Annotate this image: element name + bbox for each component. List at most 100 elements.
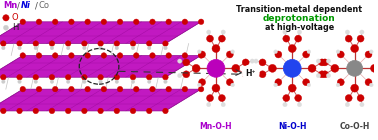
Circle shape [307, 50, 311, 54]
Circle shape [0, 41, 6, 46]
Circle shape [163, 41, 168, 46]
Circle shape [82, 41, 87, 46]
Circle shape [114, 41, 119, 46]
Circle shape [274, 83, 277, 87]
Circle shape [150, 19, 155, 24]
Circle shape [99, 80, 102, 83]
Circle shape [3, 15, 9, 21]
Circle shape [0, 74, 6, 80]
Circle shape [308, 64, 316, 72]
Circle shape [221, 30, 225, 34]
Circle shape [36, 86, 42, 92]
Circle shape [365, 51, 372, 58]
Circle shape [351, 84, 359, 92]
Circle shape [303, 51, 310, 58]
Text: Mn: Mn [3, 1, 17, 10]
Circle shape [65, 41, 71, 46]
Circle shape [226, 51, 233, 58]
Circle shape [18, 46, 21, 50]
Circle shape [347, 60, 363, 76]
Circle shape [283, 95, 290, 101]
Circle shape [357, 95, 364, 101]
Text: H: H [12, 23, 18, 32]
Circle shape [268, 64, 276, 72]
Circle shape [18, 80, 21, 83]
Circle shape [345, 35, 352, 42]
Polygon shape [0, 22, 201, 44]
Circle shape [98, 108, 103, 114]
Circle shape [288, 45, 296, 52]
Circle shape [182, 53, 187, 58]
Circle shape [369, 50, 373, 54]
Circle shape [49, 108, 55, 114]
Circle shape [357, 35, 364, 42]
Circle shape [33, 41, 39, 46]
Circle shape [231, 50, 234, 54]
Circle shape [146, 41, 152, 46]
Circle shape [183, 59, 190, 66]
Circle shape [34, 46, 37, 50]
Circle shape [321, 59, 328, 66]
Circle shape [221, 102, 225, 107]
Circle shape [131, 80, 135, 83]
Circle shape [20, 86, 26, 92]
Circle shape [85, 19, 90, 24]
Circle shape [178, 59, 182, 63]
Circle shape [259, 71, 266, 78]
Circle shape [319, 59, 325, 66]
Circle shape [33, 108, 39, 114]
Circle shape [319, 71, 325, 78]
Circle shape [69, 53, 74, 58]
Circle shape [69, 19, 74, 24]
Circle shape [303, 79, 310, 86]
Text: O: O [12, 13, 19, 22]
Circle shape [49, 74, 55, 80]
Circle shape [82, 108, 87, 114]
Circle shape [150, 86, 155, 92]
Circle shape [20, 53, 26, 58]
Circle shape [101, 19, 107, 24]
Circle shape [146, 74, 152, 80]
Circle shape [98, 74, 103, 80]
Circle shape [250, 73, 254, 78]
Circle shape [351, 45, 359, 52]
Circle shape [53, 53, 58, 58]
Circle shape [370, 64, 378, 72]
Circle shape [163, 74, 168, 80]
Text: Co-O-H: Co-O-H [339, 122, 370, 131]
Circle shape [274, 50, 277, 54]
Circle shape [297, 102, 302, 107]
Text: Ni: Ni [21, 1, 31, 10]
Circle shape [33, 74, 39, 80]
Circle shape [283, 30, 287, 34]
Circle shape [337, 51, 344, 58]
Circle shape [326, 59, 331, 63]
Circle shape [198, 79, 206, 86]
Circle shape [150, 53, 155, 58]
Text: Ni-O-H: Ni-O-H [278, 122, 307, 131]
Circle shape [284, 59, 301, 77]
Circle shape [218, 35, 225, 42]
Circle shape [36, 19, 42, 24]
Circle shape [2, 80, 5, 83]
Circle shape [53, 86, 58, 92]
Circle shape [65, 74, 71, 80]
Circle shape [198, 19, 204, 24]
Circle shape [283, 35, 290, 42]
Circle shape [178, 73, 182, 78]
Circle shape [166, 86, 172, 92]
Circle shape [206, 30, 211, 34]
Circle shape [254, 73, 258, 78]
Circle shape [197, 50, 201, 54]
Circle shape [133, 19, 139, 24]
Text: H⁺: H⁺ [245, 69, 256, 78]
Circle shape [198, 86, 204, 92]
Circle shape [212, 84, 220, 92]
Circle shape [297, 30, 302, 34]
Circle shape [360, 30, 364, 34]
Circle shape [50, 80, 54, 83]
Circle shape [336, 83, 340, 87]
Circle shape [166, 19, 172, 24]
Circle shape [259, 59, 266, 66]
Circle shape [130, 74, 136, 80]
